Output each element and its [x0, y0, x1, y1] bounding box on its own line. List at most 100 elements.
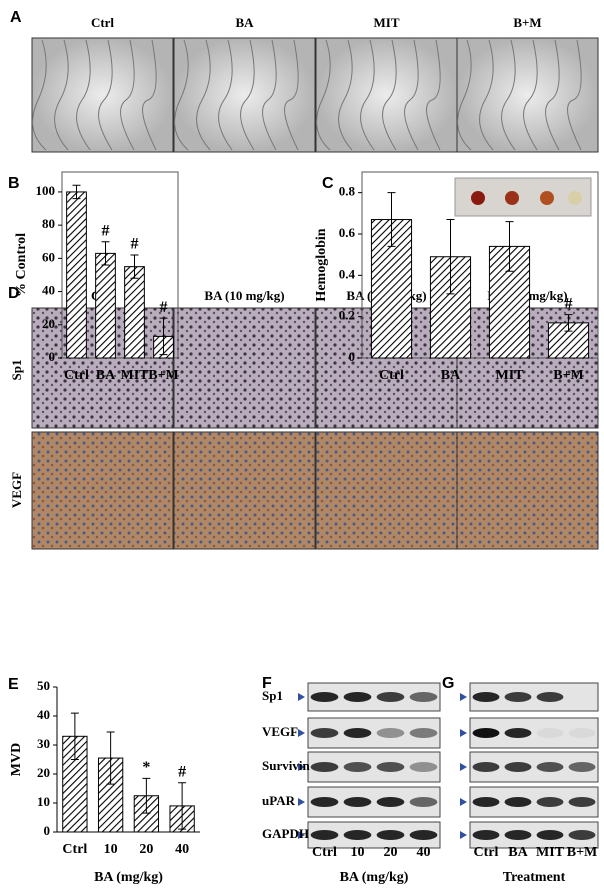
band	[376, 830, 405, 840]
band	[472, 797, 500, 807]
error-bar	[505, 221, 514, 272]
x-tick-label: 40	[175, 842, 189, 857]
band	[310, 797, 339, 807]
x-tick-label: B+M	[553, 368, 584, 383]
micrograph	[456, 431, 599, 550]
band	[472, 728, 500, 738]
annotation: *	[142, 759, 150, 776]
band	[310, 762, 339, 772]
cell-outline	[218, 39, 233, 151]
y-tick-label: 0.8	[339, 184, 356, 199]
plot-frame	[61, 171, 179, 359]
error-bar	[159, 317, 168, 356]
arrowhead	[460, 729, 467, 737]
panel-label: B	[8, 175, 20, 192]
panel-label: F	[262, 675, 272, 692]
error-bar	[446, 219, 455, 295]
band	[343, 728, 372, 738]
annotation: #	[102, 222, 110, 239]
cell-outline	[196, 39, 211, 151]
error-bar	[387, 192, 396, 247]
band	[504, 830, 532, 840]
band	[310, 728, 339, 738]
row-label: Survivin	[262, 758, 310, 773]
band	[343, 797, 372, 807]
error-bar	[101, 241, 110, 266]
cell-outline	[523, 39, 538, 151]
tumor	[540, 191, 554, 205]
y-tick-label: 60	[42, 249, 55, 264]
error-bar	[72, 184, 81, 200]
y-tick-label: 0.4	[339, 266, 356, 281]
annotation: #	[160, 299, 168, 316]
x-tick-label: Ctrl	[64, 368, 89, 383]
band	[409, 728, 438, 738]
arrowhead	[298, 729, 305, 737]
micrograph	[31, 431, 174, 550]
error-bar	[142, 777, 151, 814]
annotation: #	[178, 763, 186, 780]
x-axis-label: Treatment	[503, 870, 566, 885]
arrowhead	[460, 763, 467, 771]
cell-outline	[501, 39, 516, 151]
panel-label: E	[8, 676, 19, 693]
annotation: #	[131, 236, 139, 253]
band	[376, 692, 405, 702]
cell-outline	[316, 39, 331, 151]
band	[376, 762, 405, 772]
band	[504, 692, 532, 702]
band	[568, 797, 596, 807]
arrowhead	[298, 798, 305, 806]
x-tick-label: Ctrl	[379, 368, 404, 383]
tumor	[505, 191, 519, 205]
panel-label: C	[322, 175, 334, 192]
row-label: Sp1	[9, 360, 24, 381]
band	[504, 728, 532, 738]
band	[310, 692, 339, 702]
cell-outline	[567, 39, 582, 151]
micrograph	[173, 307, 316, 429]
cell-outline	[120, 39, 135, 151]
row-label: VEGF	[9, 472, 24, 508]
tumor	[471, 191, 485, 205]
band	[568, 830, 596, 840]
band	[504, 762, 532, 772]
band	[409, 797, 438, 807]
y-tick-label: 0	[44, 823, 51, 838]
cell-outline	[479, 39, 494, 151]
band	[536, 762, 564, 772]
arrowhead	[460, 693, 467, 701]
error-bar	[564, 314, 573, 332]
x-tick-label: B+M	[148, 368, 179, 383]
arrowhead	[460, 831, 467, 839]
panel-label: D	[8, 285, 20, 302]
y-tick-label: 0.6	[339, 225, 356, 240]
band	[536, 692, 564, 702]
band	[472, 762, 500, 772]
band	[504, 797, 532, 807]
column-label: MIT	[536, 845, 565, 860]
band	[343, 692, 372, 702]
column-label: 10	[351, 845, 365, 860]
column-label: Ctrl	[474, 845, 499, 860]
cell-outline	[262, 39, 277, 151]
micrograph	[173, 431, 316, 550]
cell-outline	[426, 39, 441, 151]
arrowhead	[298, 763, 305, 771]
band	[536, 797, 564, 807]
y-tick-label: 10	[37, 794, 50, 809]
band	[472, 830, 500, 840]
band	[343, 762, 372, 772]
y-tick-label: 80	[42, 216, 55, 231]
arrowhead	[298, 693, 305, 701]
column-label: BA	[508, 845, 528, 860]
x-tick-label: 20	[139, 842, 153, 857]
cell-outline	[98, 39, 113, 151]
band	[310, 830, 339, 840]
y-axis-label: Hemoglobin	[314, 228, 329, 301]
y-tick-label: 40	[37, 707, 50, 722]
cell-outline	[240, 39, 255, 151]
micrograph	[315, 37, 458, 153]
x-axis-label: BA (mg/kg)	[340, 870, 409, 885]
